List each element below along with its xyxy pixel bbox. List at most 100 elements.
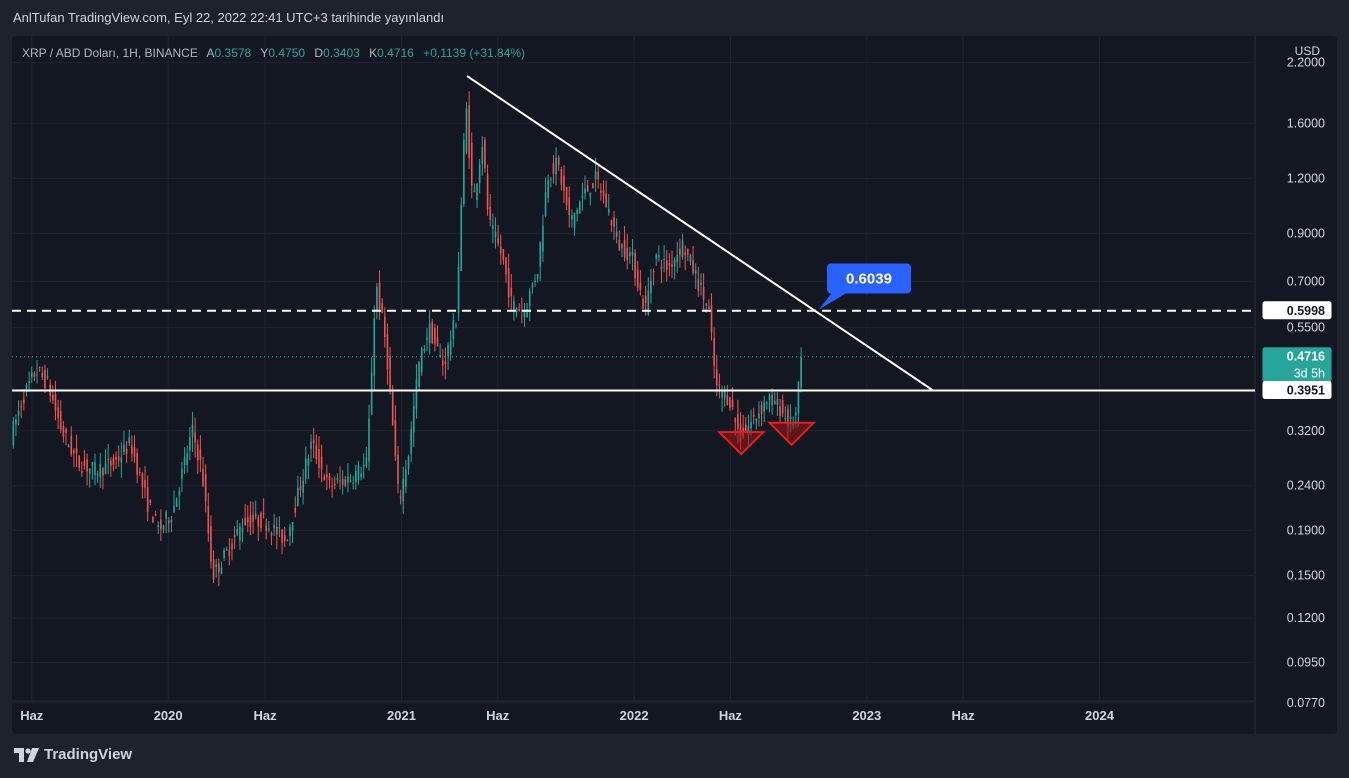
chart-canvas[interactable]: 0.6039 2.2000 1.6000 1.2000 0.9000 0.7000 0.5… <box>12 36 1337 734</box>
candle-body <box>128 436 131 444</box>
candle-body <box>397 454 399 484</box>
candle-body <box>426 337 428 340</box>
candle-body <box>62 426 65 437</box>
candle-body <box>81 470 83 474</box>
brand-name: TradingView <box>44 746 133 763</box>
callout-pointer <box>818 291 849 310</box>
candle-body <box>536 274 539 280</box>
candle-body <box>750 421 752 429</box>
time-tick-label: 2022 <box>620 708 649 723</box>
candle-body <box>241 527 244 533</box>
candle-body <box>167 520 170 524</box>
candle-body <box>510 288 513 297</box>
candle-body <box>362 464 365 467</box>
price-tick-label: 0.2400 <box>1287 479 1325 493</box>
candle-body <box>584 188 586 194</box>
price-tick-label: 1.6000 <box>1287 116 1325 130</box>
currency-label[interactable]: USD <box>1294 44 1320 58</box>
candle-body <box>576 209 578 214</box>
time-tick-label: Haz <box>20 708 44 723</box>
candle-body <box>323 476 326 481</box>
candle-body <box>597 171 600 180</box>
candle-body <box>505 257 507 275</box>
price-tick-label: 2.2000 <box>1287 56 1325 70</box>
candle-body <box>468 105 470 158</box>
candle-body <box>734 418 737 422</box>
candle-body <box>54 393 57 411</box>
candle-body <box>228 550 231 557</box>
candle-body <box>231 543 233 550</box>
candle-body <box>104 463 107 474</box>
candle-body <box>320 456 323 470</box>
candle-body <box>225 549 228 551</box>
candle-body <box>773 400 776 405</box>
candle-body <box>394 420 397 457</box>
candle-body <box>405 469 407 487</box>
candle-body <box>349 480 352 482</box>
candle-body <box>494 231 497 238</box>
chart-panel[interactable]: 0.6039 2.2000 1.6000 1.2000 0.9000 0.7000 0.5… <box>12 36 1337 734</box>
candle-body <box>17 410 20 416</box>
candle-body <box>233 535 236 538</box>
candle-body <box>352 483 355 485</box>
candle-body <box>99 463 102 478</box>
candle-body <box>428 323 431 343</box>
candle-body <box>194 432 196 443</box>
candle-body <box>663 258 665 260</box>
candle-body <box>702 286 705 300</box>
candle-body <box>133 446 136 458</box>
candle-body <box>357 464 360 481</box>
candle-body <box>557 157 560 165</box>
candle-body <box>507 268 510 298</box>
candle-body <box>120 457 123 463</box>
candle-body <box>36 374 38 376</box>
candle-body <box>718 384 721 386</box>
candle-body <box>381 302 383 313</box>
candle-body <box>257 516 260 527</box>
candle-body <box>602 190 605 196</box>
price-tick-label: 0.7000 <box>1287 274 1325 288</box>
candle-body <box>489 207 492 221</box>
candle-body <box>286 540 289 542</box>
candle-body <box>149 499 152 503</box>
price-tick-label: 1.2000 <box>1287 171 1325 185</box>
candle-body <box>152 517 154 523</box>
candle-body <box>776 398 779 405</box>
candle-body <box>112 457 115 466</box>
time-tick-label: 2021 <box>387 708 416 723</box>
candle-body <box>473 190 476 193</box>
candle-body <box>262 512 265 515</box>
time-tick-label: 2024 <box>1085 708 1115 723</box>
candle-body <box>528 291 531 307</box>
candle-body <box>629 252 631 257</box>
candle-body <box>154 514 157 516</box>
candle-body <box>373 318 376 376</box>
candle-body <box>647 290 650 315</box>
current-price-badge-text: 0.4716 <box>1287 350 1325 364</box>
candle-body <box>768 394 771 400</box>
candle-body <box>729 397 731 409</box>
candle-body <box>650 280 652 294</box>
candle-body <box>431 321 434 344</box>
drawings: 0.6039 <box>12 75 1255 456</box>
candle-body <box>215 564 218 568</box>
candle-body <box>67 446 70 448</box>
candle-body <box>710 304 713 333</box>
candle-body <box>697 279 700 291</box>
candle-body <box>202 469 204 486</box>
candle-body <box>465 108 468 153</box>
candle-body <box>246 517 249 523</box>
current-price-badge: 0.4716 3d 5h <box>1262 347 1332 383</box>
open-value: 0.3578 <box>214 46 252 60</box>
candle-body <box>244 517 246 526</box>
price-tick-label: 0.1900 <box>1287 523 1325 537</box>
symbol-name[interactable]: XRP / ABD Doları, 1H, BINANCE <box>22 46 198 60</box>
close-label: K <box>369 46 378 60</box>
candle-body <box>30 372 33 378</box>
candle-body <box>621 244 623 249</box>
tradingview-brand[interactable]: TradingView <box>14 746 132 763</box>
candle-body <box>265 525 268 531</box>
candle-body <box>65 429 67 433</box>
candle-body <box>631 251 634 256</box>
candle-body <box>336 477 339 480</box>
